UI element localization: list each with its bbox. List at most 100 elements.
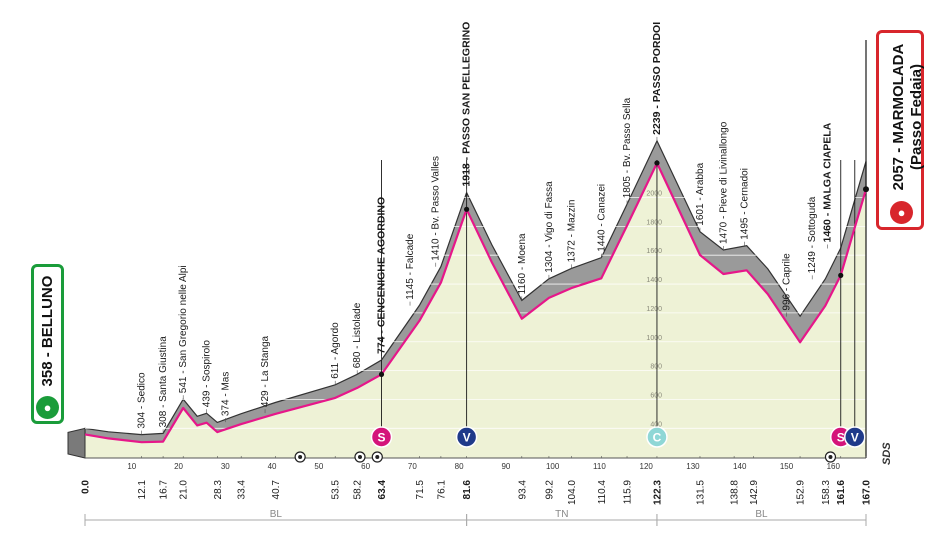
poi-icon-center [357, 455, 362, 459]
place-label: 374 - Mas [220, 372, 231, 416]
y-tick-label: 1600 [646, 248, 662, 255]
waypoint-dot [654, 160, 660, 166]
place-label: 1249 - Sottoguda [807, 196, 818, 273]
poi-icon-center [298, 455, 303, 459]
km-label: 63.4 [377, 480, 388, 500]
y-tick-label: 400 [650, 421, 662, 428]
km-label: 81.6 [462, 480, 473, 500]
kom-marker-letter: V [851, 431, 859, 445]
x-tick-label: 20 [174, 462, 183, 471]
km-label: 76.1 [436, 480, 447, 500]
x-tick-label: 150 [780, 462, 794, 471]
km-label: 158.3 [821, 480, 832, 505]
place-label: 611 - Agordo [330, 322, 341, 379]
waypoint-dot [838, 272, 844, 278]
x-tick-label: 100 [546, 462, 560, 471]
y-tick-label: 600 [650, 392, 662, 399]
km-label: 99.2 [544, 480, 555, 500]
km-label: 104.0 [567, 480, 578, 505]
x-tick-label: 140 [733, 462, 747, 471]
y-tick-label: 1800 [646, 219, 662, 226]
km-label: 152.9 [796, 480, 807, 505]
kom-marker [844, 426, 866, 448]
kom-marker [455, 426, 478, 448]
x-tick-label: 90 [501, 462, 510, 471]
x-tick-label: 130 [686, 462, 700, 471]
km-label: 115.9 [623, 480, 634, 505]
start-wall [67, 427, 86, 459]
km-label: 167.0 [862, 480, 873, 505]
place-label: 2239 - PASSO PORDOI [651, 22, 663, 135]
place-label: 308 - Santa Giustina [158, 336, 169, 428]
kom-marker-letter: V [463, 431, 471, 445]
km-label: 58.2 [353, 480, 364, 500]
km-label: 0.0 [81, 480, 92, 494]
waypoint-dot [378, 371, 385, 377]
terrain-fill [85, 163, 866, 458]
km-label: 53.5 [331, 480, 342, 500]
y-tick-label: 2000 [646, 190, 662, 197]
place-label: 996 - Caprile [782, 253, 793, 311]
place-label: 1410 - Bv. Passo Valles [431, 156, 442, 261]
km-label: 161.6 [836, 480, 847, 505]
y-tick-label: 1200 [646, 306, 662, 313]
place-label: 1470 - Pieve di Livinallongo [718, 121, 729, 244]
summit-marker-letter: C [653, 431, 662, 445]
summit-marker [646, 426, 668, 448]
km-label: 93.4 [517, 480, 528, 500]
x-tick-label: 40 [268, 462, 277, 471]
poi-icon-center [828, 455, 833, 459]
km-label: 12.1 [137, 480, 148, 500]
place-label: 1601 - Arabba [695, 162, 706, 225]
km-label: 21.0 [179, 480, 190, 500]
y-tick-label: 1000 [646, 335, 662, 342]
y-tick-label: 1400 [646, 277, 662, 284]
km-label: 33.4 [237, 480, 248, 500]
finish-dot [863, 186, 869, 193]
place-label: 1160 - Moena [517, 233, 528, 294]
x-tick-label: 110 [593, 462, 606, 471]
place-label: 1495 - Cernadoi [739, 168, 750, 240]
waypoint-dot [464, 206, 470, 212]
km-label: 71.5 [415, 480, 426, 500]
sprint-marker-letter: S [377, 431, 385, 445]
place-label: 1460 - MALGA CIAPELA [822, 122, 834, 242]
x-tick-label: 160 [827, 462, 841, 471]
x-axis: 10 20 30 40 50 60 70 80 90 100 110 120 130 140 150 160 0… [81, 456, 873, 505]
place-label: 541 - San Gregorio nelle Alpi [178, 265, 189, 393]
place-labels: 304 - Sedico 308 - Santa Giustina 541 - Sa… [137, 22, 834, 435]
km-label: 122.3 [653, 480, 664, 505]
x-tick-label: 10 [127, 462, 136, 471]
x-tick-label: 60 [361, 462, 370, 471]
place-label: 429 - La Stanga [260, 335, 271, 407]
km-label: 28.3 [213, 480, 224, 500]
cycling-icon: ● [890, 201, 913, 224]
place-label: 680 - Listolade [352, 302, 363, 368]
region-label: TN [555, 509, 568, 520]
km-label: 131.5 [696, 480, 707, 505]
place-label: 1145 - Falcade [405, 233, 416, 299]
sds-logo: SDS [881, 442, 893, 465]
place-label: 439 - Sospirolo [202, 340, 213, 408]
poi-icon-center [375, 455, 380, 459]
sprint-marker [370, 426, 393, 448]
start-label: 358 - BELLUNO [39, 275, 56, 387]
place-label: 774 - CENCENIGHE AGORDINO [376, 197, 388, 354]
marker-lines [381, 40, 867, 458]
place-label: 1440 - Canazei [596, 184, 607, 252]
x-tick-label: 50 [314, 462, 323, 471]
place-label: 1918 - PASSO SAN PELLEGRINO [461, 22, 473, 187]
place-label: 1304 - Vigo di Fassa [544, 181, 555, 273]
cycling-icon: ● [36, 396, 59, 419]
elevation-grid: 400 600 800 1000 1200 1400 1600 1800 2000 [85, 190, 866, 429]
km-label: 16.7 [159, 480, 170, 500]
region-label: BL [270, 509, 283, 520]
region-label: BL [755, 509, 768, 520]
y-tick-label: 800 [650, 364, 662, 371]
km-label: 138.8 [730, 480, 741, 505]
start-badge: ● 358 - BELLUNO [31, 264, 64, 424]
x-tick-label: 80 [455, 462, 464, 471]
place-label: 1805 - Bv. Passo Sella [622, 97, 633, 198]
